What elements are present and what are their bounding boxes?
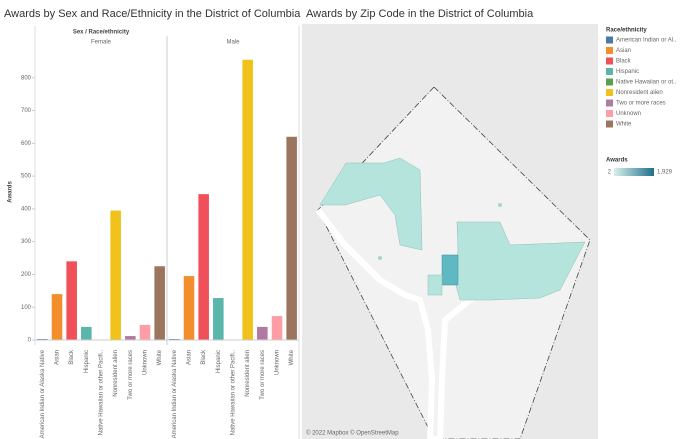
bar	[81, 326, 92, 340]
x-tick-label: Nonresident alien	[245, 350, 251, 397]
river	[315, 208, 502, 439]
bar	[51, 294, 63, 340]
legend-swatch	[606, 89, 613, 96]
panel-label: Male	[226, 40, 240, 46]
x-tick-label: Hispanic	[84, 350, 90, 373]
bar	[139, 324, 151, 340]
legend-label: Two or more races	[616, 101, 666, 107]
legend-swatch	[606, 47, 613, 54]
x-tick-label: Unknown	[143, 350, 149, 375]
awards-title: Awards	[606, 158, 628, 164]
legend-swatch	[606, 36, 613, 44]
awards-min: 2	[608, 170, 612, 176]
awards-gradient	[614, 168, 654, 176]
x-tick-label: Asian	[187, 350, 193, 365]
y-tick-label: 100	[21, 305, 32, 311]
y-tick-label: 0	[28, 338, 32, 344]
legend-swatch	[606, 99, 613, 107]
bar	[271, 316, 283, 340]
legend-label: Nonresident alien	[616, 90, 663, 96]
legend-swatch	[606, 57, 613, 65]
zip-point	[378, 256, 382, 260]
y-tick-label: 800	[21, 75, 32, 81]
y-tick-label: 700	[21, 108, 32, 114]
legend-label: Black	[616, 59, 632, 65]
legend-title: Race/ethnicity	[606, 28, 647, 34]
zip-area	[441, 254, 459, 286]
header: Sex / Race/ethnicity	[73, 30, 130, 36]
x-tick-label: Black	[201, 349, 207, 365]
x-tick-label: Native Hawaiian or other Pacifi..	[231, 350, 237, 436]
y-tick-label: 300	[21, 239, 32, 245]
x-tick-label: Unknown	[275, 350, 281, 375]
bar	[286, 136, 297, 340]
bar	[183, 276, 195, 340]
legend-label: Hispanic	[616, 69, 639, 75]
x-tick-label: Two or more races	[128, 350, 134, 400]
bar	[125, 336, 136, 340]
map	[302, 24, 598, 439]
legend-label: Unknown	[616, 111, 641, 117]
y-tick-label: 600	[21, 141, 32, 147]
y-axis-label: Awards	[8, 181, 14, 203]
x-tick-label: Native Hawaiian or other Pacifi..	[99, 350, 105, 436]
x-tick-label: Asian	[55, 350, 61, 365]
legend-swatch	[606, 120, 613, 128]
x-tick-label: American Indian or Alaska Native	[40, 349, 46, 438]
bar	[198, 194, 209, 340]
legend-label: Native Hawaiian or ot..	[616, 80, 677, 86]
x-tick-label: Nonresident alien	[113, 350, 119, 397]
attribution: © 2022 Mapbox © OpenStreetMap	[306, 430, 399, 437]
legend-label: Asian	[616, 48, 631, 54]
chart-title: Awards by Sex and Race/Ethnicity in the …	[4, 8, 301, 20]
y-tick-label: 400	[21, 206, 32, 212]
bar	[257, 326, 268, 340]
awards-max: 1,929	[657, 170, 673, 176]
bar	[154, 266, 165, 340]
bar	[213, 298, 224, 340]
legend-swatch	[606, 68, 613, 75]
bar	[242, 59, 253, 340]
map-title: Awards by Zip Code in the District of Co…	[306, 8, 534, 20]
legend-label: White	[616, 122, 632, 128]
legend-swatch	[606, 78, 613, 86]
zip-point	[498, 203, 502, 207]
y-tick-label: 200	[21, 272, 32, 278]
bar	[110, 210, 121, 340]
x-tick-label: Hispanic	[216, 350, 222, 373]
zip-area	[319, 157, 423, 251]
bar	[66, 261, 77, 340]
x-tick-label: American Indian or Alaska Native	[172, 349, 178, 438]
x-tick-label: White	[157, 349, 163, 365]
legend-label: American Indian or Al..	[616, 38, 677, 44]
x-tick-label: White	[289, 349, 295, 365]
x-tick-label: Two or more races	[260, 350, 266, 400]
legend-swatch	[606, 110, 613, 117]
x-tick-label: Black	[69, 349, 75, 365]
zip-area	[427, 274, 443, 296]
y-tick-label: 500	[21, 174, 32, 180]
panel-label: Female	[91, 40, 112, 46]
